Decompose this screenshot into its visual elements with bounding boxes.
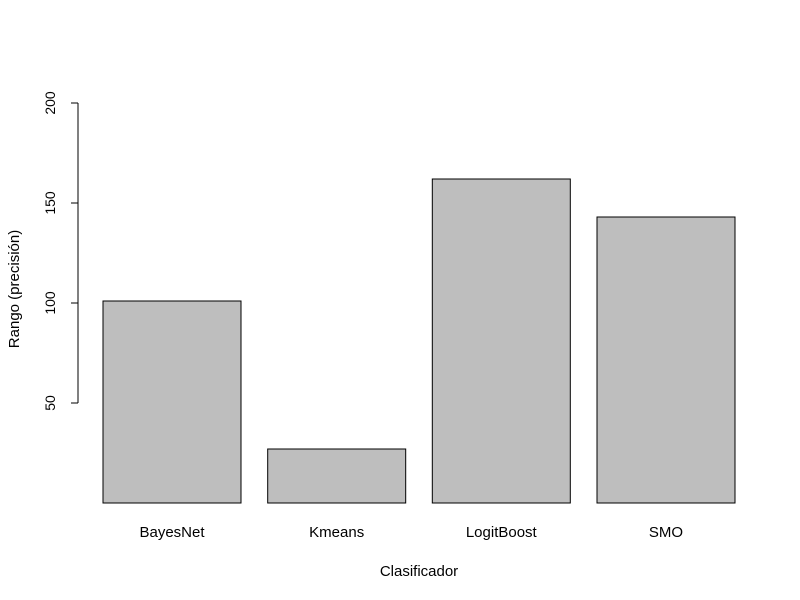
bar-kmeans bbox=[267, 448, 407, 504]
y-tick-label: 50 bbox=[42, 395, 58, 411]
x-category-labels: BayesNet Kmeans LogitBoost SMO bbox=[139, 524, 683, 541]
x-tick-label: Kmeans bbox=[309, 524, 364, 541]
bars-group bbox=[102, 178, 736, 504]
y-axis-title: Rango (precisión) bbox=[6, 230, 23, 348]
y-tick-label: 150 bbox=[42, 191, 58, 215]
y-axis: 50 100 150 200 bbox=[42, 91, 79, 411]
bar-smo bbox=[596, 216, 736, 504]
x-axis-title: Clasificador bbox=[380, 563, 458, 580]
x-tick-label: LogitBoost bbox=[466, 524, 538, 541]
x-tick-label: BayesNet bbox=[139, 524, 205, 541]
y-tick-label: 200 bbox=[42, 91, 58, 115]
bar-logitboost bbox=[431, 178, 571, 504]
y-tick-label: 100 bbox=[42, 291, 58, 315]
x-tick-label: SMO bbox=[649, 524, 683, 541]
bar-bayesnet bbox=[102, 300, 242, 504]
